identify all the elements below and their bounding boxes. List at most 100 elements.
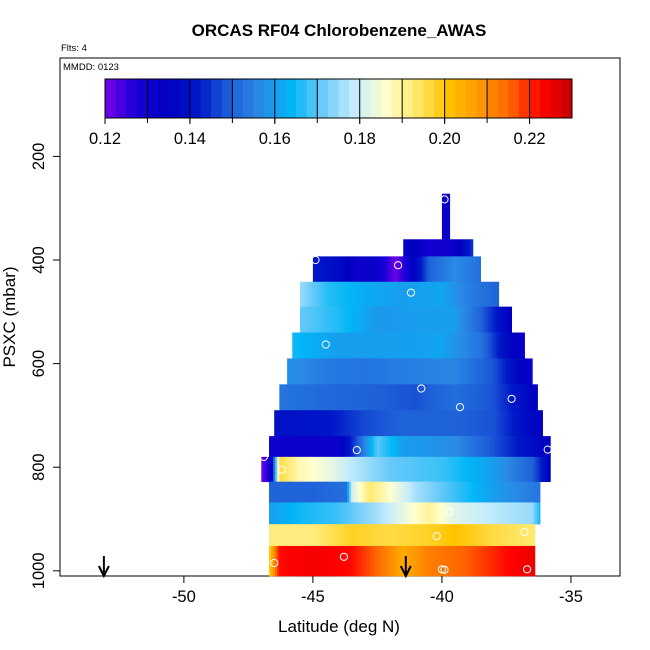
curtain-cell [488, 306, 491, 333]
curtain-cell [287, 384, 290, 411]
curtain-cell [263, 456, 266, 483]
curtain-cell [525, 481, 528, 503]
curtain-cell [435, 481, 438, 503]
curtain-cell [440, 281, 443, 307]
curtain-cell [460, 281, 463, 307]
curtain-cell [321, 524, 324, 547]
curtain-cell [463, 456, 466, 483]
curtain-cell [413, 524, 416, 547]
curtain-cell [419, 384, 422, 411]
curtain-cell [511, 524, 514, 547]
x-axis: -50 -45 -40 -35 [172, 576, 583, 606]
curtain-cell [499, 436, 502, 458]
curtain-cell [482, 281, 485, 307]
curtain-cell [438, 281, 441, 307]
curtain-cell [490, 332, 493, 359]
curtain-cell [438, 306, 441, 333]
curtain-cell [492, 306, 495, 333]
curtain-cell [323, 358, 326, 385]
colorbar-swatch [211, 79, 223, 118]
curtain-cell [289, 524, 292, 547]
curtain-cell [371, 456, 374, 483]
curtain-cell [451, 545, 454, 577]
curtain-cell [403, 239, 406, 257]
curtain-cell [314, 256, 318, 283]
curtain-cell [467, 481, 470, 503]
curtain-cell [299, 436, 302, 458]
curtain-cell [507, 502, 510, 525]
curtain-cell [524, 410, 527, 437]
curtain-cell [308, 281, 311, 307]
curtain-cell [535, 456, 538, 483]
curtain-cell [477, 502, 480, 525]
curtain-cell [531, 358, 533, 385]
curtain-cell [517, 524, 520, 547]
curtain-cell [335, 456, 338, 483]
curtain-cell [333, 502, 336, 525]
curtain-cell [518, 410, 521, 437]
curtain-cell [502, 332, 505, 359]
sample-points [259, 195, 552, 574]
curtain-cell [415, 481, 418, 503]
curtain-cell [478, 332, 481, 359]
curtain-cell [374, 281, 377, 307]
curtain-cell [441, 502, 444, 525]
curtain-cell [352, 281, 355, 307]
curtain-cell [376, 256, 380, 283]
curtain-cell [414, 332, 417, 359]
curtain-cell [534, 410, 537, 437]
curtain-cell [388, 256, 392, 283]
curtain-cell [388, 410, 391, 437]
curtain-cell [332, 256, 336, 283]
curtain-cell [495, 502, 498, 525]
curtain-cell [295, 524, 298, 547]
curtain-cell [446, 332, 449, 359]
curtain-cell [507, 456, 510, 483]
curtain-cell [409, 436, 412, 458]
curtain-cell [506, 306, 509, 333]
curtain-cell [386, 306, 389, 333]
curtain-cell [281, 524, 284, 547]
curtain-cell [517, 384, 520, 411]
curtain-cell [375, 524, 378, 547]
curtain-cell [331, 456, 334, 483]
curtain-cell [492, 332, 495, 359]
curtain-cell [397, 502, 400, 525]
curtain-cell [283, 384, 286, 411]
curtain-cell [424, 306, 427, 333]
curtain-cell [355, 358, 358, 385]
curtain-cell [293, 436, 296, 458]
sample-point [543, 445, 552, 454]
curtain-cell [289, 502, 292, 525]
curtain-cell [515, 456, 518, 483]
curtain-cell [473, 524, 476, 547]
curtain-cell [460, 410, 463, 437]
curtain-cell [529, 545, 532, 577]
curtain-cell [429, 524, 432, 547]
curtain-cell [305, 358, 308, 385]
curtain-cell [521, 384, 524, 411]
curtain-cell [439, 481, 442, 503]
curtain-cell [425, 384, 428, 411]
curtain-cell [515, 358, 518, 385]
curtain-cell [456, 281, 459, 307]
curtain-cell [335, 524, 338, 547]
curtain-cell [399, 456, 402, 483]
colorbar-swatch [136, 79, 148, 118]
curtain-cell [383, 358, 386, 385]
curtain-cell [399, 524, 402, 547]
curtain-cell [374, 332, 377, 359]
curtain-cell [505, 384, 508, 411]
curtain-cell [487, 384, 490, 411]
curtain-cell [327, 436, 330, 458]
curtain-cell [391, 436, 394, 458]
curtain-cell [405, 384, 408, 411]
curtain-cell [315, 436, 318, 458]
curtain-cell [338, 281, 341, 307]
curtain-cell [407, 384, 410, 411]
curtain-cell [445, 481, 448, 503]
curtain-cell [283, 481, 286, 503]
curtain-cell [371, 481, 374, 503]
curtain-cell [319, 502, 322, 525]
curtain-cell [451, 502, 454, 525]
